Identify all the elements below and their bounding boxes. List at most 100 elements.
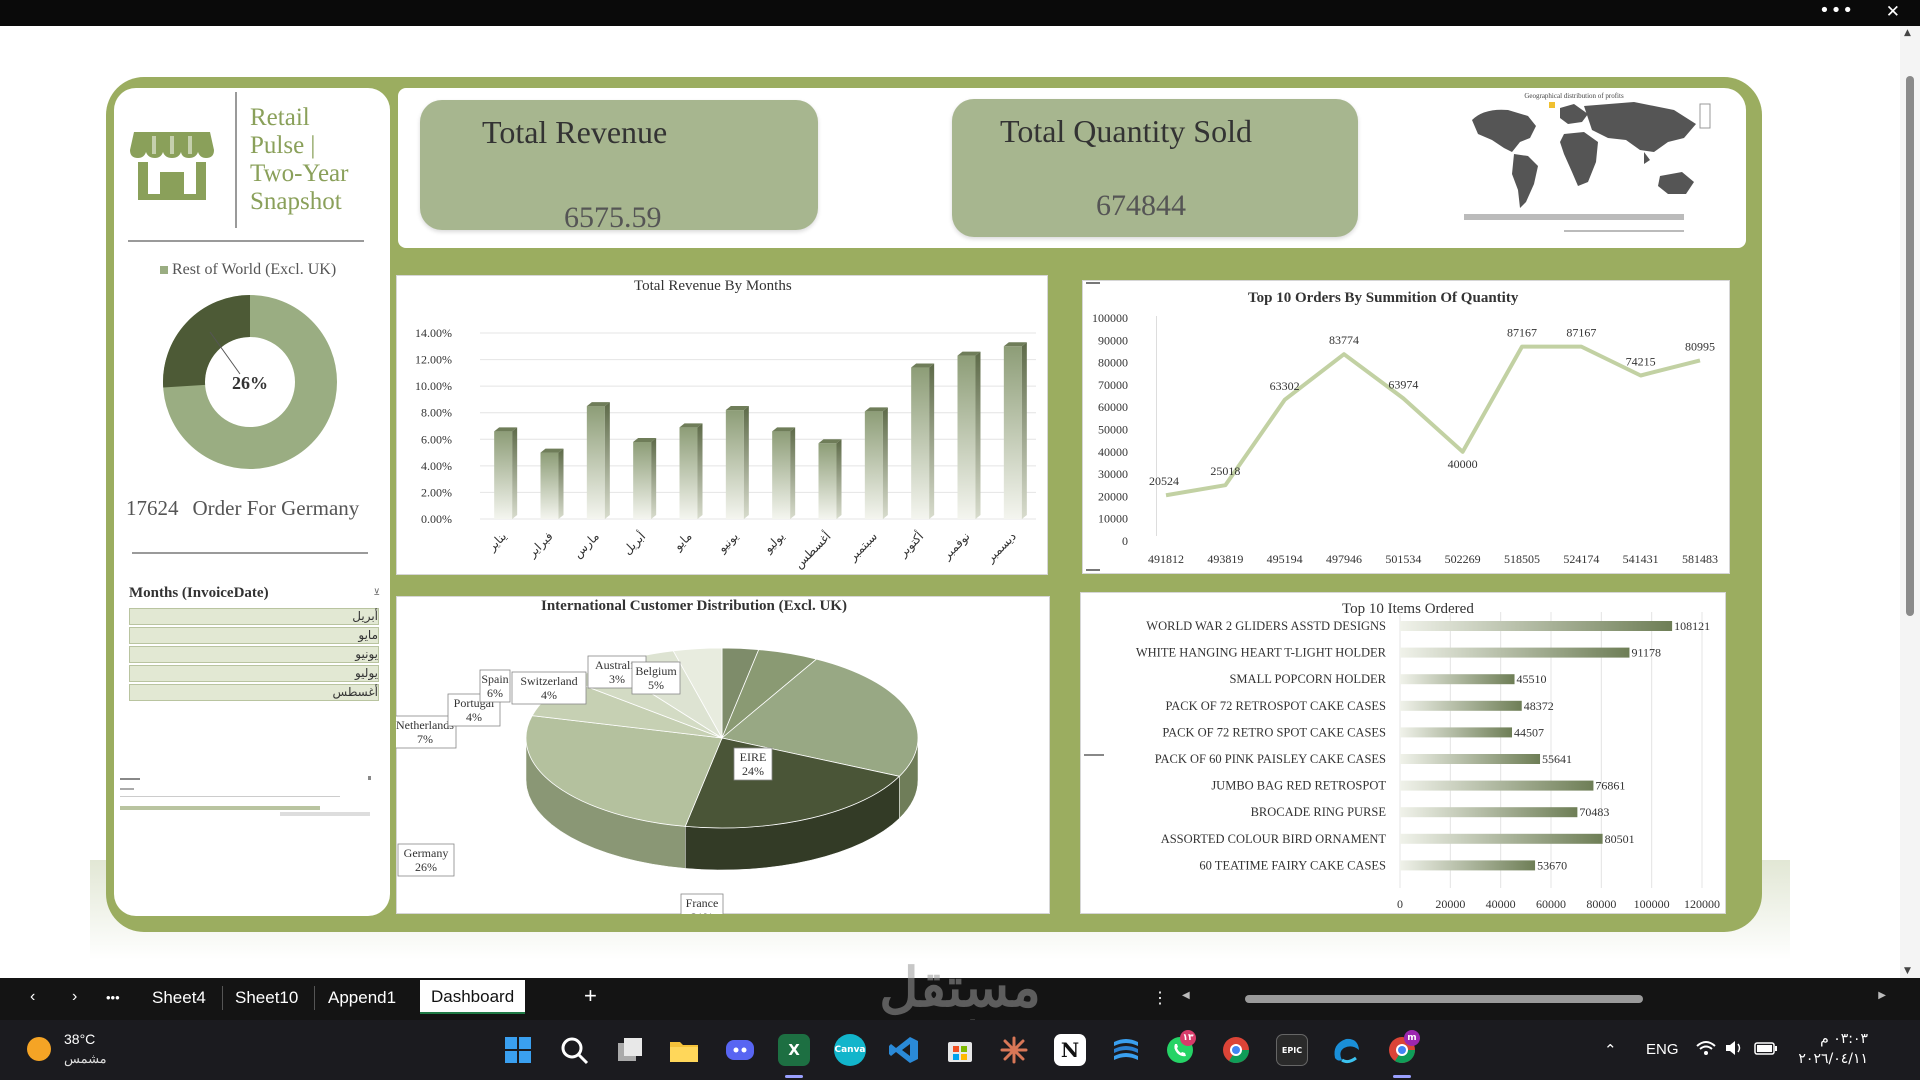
tab-sheet4[interactable]: Sheet4: [152, 988, 206, 1007]
scroll-up-icon[interactable]: ▲: [1904, 28, 1911, 38]
task-view-icon[interactable]: [614, 1034, 646, 1066]
microsoft-store-icon[interactable]: [944, 1034, 976, 1066]
item-bar[interactable]: [1400, 621, 1673, 631]
tab-append1[interactable]: Append1: [328, 988, 397, 1007]
slicer-item[interactable]: أغسطس: [129, 684, 379, 701]
slicer-item[interactable]: مايو: [129, 627, 379, 644]
item-bar[interactable]: [1400, 780, 1594, 791]
next-sheet-button[interactable]: ›: [72, 988, 78, 1005]
chart-handle[interactable]: [1084, 754, 1104, 756]
item-bar[interactable]: [1400, 833, 1603, 844]
tab-options-icon[interactable]: ⋮: [1152, 990, 1168, 1007]
excel-icon[interactable]: X: [778, 1034, 810, 1066]
revenue-bar[interactable]: [772, 431, 791, 519]
donut-germany-segment: [163, 295, 251, 388]
x-tick-label: فبراير: [524, 529, 555, 560]
sun-icon[interactable]: [27, 1037, 51, 1061]
horizontal-scrollbar[interactable]: ◀ ▶: [1170, 990, 1890, 1008]
epic-games-icon[interactable]: EPIC: [1276, 1034, 1308, 1066]
show-hidden-icons-button[interactable]: ⌃: [1604, 1041, 1617, 1059]
pie-label-pct: 24%: [742, 764, 764, 778]
top-orders-line-chart[interactable]: 1000009000080000700006000050000400003000…: [1082, 280, 1730, 574]
slicer-item[interactable]: يونيو: [129, 646, 379, 663]
revenue-bar[interactable]: [540, 452, 559, 519]
pie-label-pct: 6%: [487, 686, 503, 700]
revenue-bar[interactable]: [911, 367, 930, 519]
top-items-bar-chart[interactable]: WORLD WAR 2 GLIDERS ASSTD DESIGNS 108121 W…: [1080, 592, 1726, 914]
vertical-scrollbar[interactable]: ▲ ▼: [1900, 26, 1920, 978]
pie-label-name: Netherlands: [396, 718, 454, 732]
pie-slice[interactable]: [721, 658, 919, 777]
revenue-bar[interactable]: [633, 441, 652, 519]
pie-slice[interactable]: [672, 647, 723, 740]
tab-sheet10[interactable]: Sheet10: [235, 988, 299, 1007]
item-bar[interactable]: [1400, 860, 1536, 871]
more-sheets-button[interactable]: •••: [106, 990, 120, 1005]
system-clock[interactable]: ٠٣:٠٣ م ٢٠٢٦/٠٤/١١: [1798, 1029, 1868, 1069]
item-bar[interactable]: [1400, 727, 1513, 738]
revenue-bar[interactable]: [818, 443, 837, 519]
clear-filter-icon[interactable]: ⊻: [373, 588, 380, 598]
chrome-icon[interactable]: [1220, 1034, 1252, 1066]
scroll-right-icon[interactable]: ▶: [1878, 990, 1886, 1001]
revenue-bar[interactable]: [679, 427, 698, 519]
close-button[interactable]: ✕: [1885, 2, 1900, 22]
horizontal-scroll-thumb[interactable]: [1245, 995, 1643, 1003]
revenue-bar[interactable]: [957, 355, 976, 519]
mini-timeline-slicer[interactable]: [120, 774, 376, 820]
chart-handle[interactable]: [1086, 282, 1100, 284]
azure-data-studio-icon[interactable]: [1110, 1034, 1142, 1066]
item-bar[interactable]: [1400, 647, 1630, 658]
revenue-bar[interactable]: [1003, 346, 1022, 519]
item-bar[interactable]: [1400, 700, 1522, 711]
revenue-bar[interactable]: [864, 411, 883, 519]
volume-icon[interactable]: [1724, 1040, 1744, 1056]
x-tick-label: ديسمبر: [982, 529, 1018, 565]
tab-dashboard[interactable]: Dashboard: [420, 980, 526, 1014]
language-indicator[interactable]: ENG: [1646, 1041, 1679, 1058]
claude-icon[interactable]: [998, 1034, 1030, 1066]
data-label: 40000: [1448, 457, 1478, 471]
data-label: 55641: [1542, 752, 1572, 766]
revenue-bar[interactable]: [494, 431, 513, 519]
weather-description[interactable]: مشمس: [64, 1051, 107, 1066]
windows-start-icon[interactable]: [502, 1034, 534, 1066]
scroll-left-icon[interactable]: ◀: [1182, 990, 1190, 1001]
chart-title: Top 10 Orders By Summition Of Quantity: [1248, 290, 1519, 306]
canva-icon[interactable]: Canva: [834, 1034, 866, 1066]
item-bar[interactable]: [1400, 807, 1578, 818]
pie-slice[interactable]: [525, 715, 723, 827]
months-slicer[interactable]: Months (InvoiceDate) ⊻ أبريل مايو يونيو …: [126, 584, 382, 704]
revenue-bar-top: [494, 427, 518, 432]
more-options-button[interactable]: •••: [1819, 0, 1854, 21]
prev-sheet-button[interactable]: ‹: [30, 988, 36, 1005]
revenue-bar-chart[interactable]: 14.00% 12.00% 10.00% 8.00% 6.00% 4.00% 2.00% 0.…: [396, 275, 1048, 575]
battery-icon[interactable]: [1754, 1042, 1778, 1055]
total-revenue-card[interactable]: Total Revenue 6575.59: [420, 100, 818, 234]
donut-chart[interactable]: 26%: [160, 292, 340, 472]
edge-dev-icon[interactable]: [1330, 1034, 1362, 1066]
search-icon[interactable]: [558, 1034, 590, 1066]
weather-temperature[interactable]: 38°C: [64, 1031, 96, 1047]
slicer-item[interactable]: أبريل: [129, 608, 379, 625]
notion-icon[interactable]: N: [1054, 1034, 1086, 1066]
slicer-item[interactable]: يوليو: [129, 665, 379, 682]
chart-handle[interactable]: [1086, 569, 1100, 571]
wifi-icon[interactable]: [1696, 1040, 1716, 1056]
x-tick-label: 541431: [1623, 552, 1659, 566]
revenue-bar[interactable]: [586, 406, 605, 519]
file-explorer-icon[interactable]: [668, 1034, 700, 1066]
map-title: Geographical distribution of profits: [1524, 92, 1624, 100]
scroll-down-icon[interactable]: ▼: [1904, 966, 1911, 976]
revenue-bar[interactable]: [725, 410, 744, 519]
item-bar[interactable]: [1400, 674, 1515, 685]
vscode-icon[interactable]: [888, 1034, 920, 1066]
item-bar[interactable]: [1400, 754, 1541, 764]
total-quantity-card[interactable]: Total Quantity Sold 674844: [952, 99, 1358, 237]
discord-icon[interactable]: [724, 1034, 756, 1066]
world-map-chart[interactable]: Geographical distribution of profits: [1464, 90, 1740, 240]
vertical-scroll-thumb[interactable]: [1906, 76, 1914, 616]
add-sheet-button[interactable]: +: [584, 983, 597, 1008]
y-tick-label: 30000: [1098, 467, 1128, 481]
